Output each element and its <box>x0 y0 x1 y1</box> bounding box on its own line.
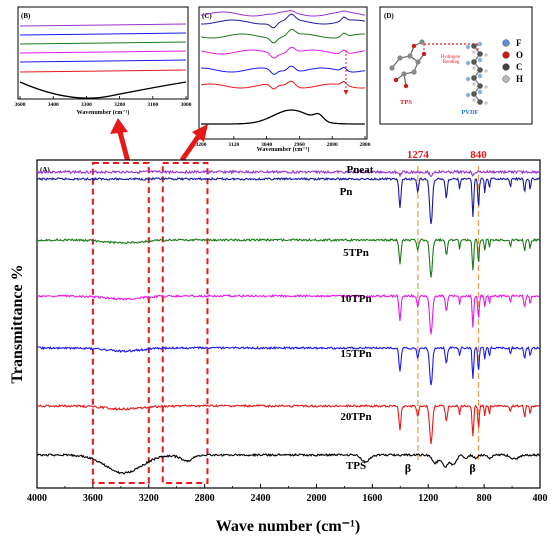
panel-b-series-line <box>19 59 187 63</box>
panel-d-letter: (D) <box>384 12 394 20</box>
legend-atom-label: C <box>516 62 523 72</box>
y-axis-label: Transmittance % <box>9 264 26 383</box>
tps-label: TPS <box>400 99 412 106</box>
highlight-region <box>91 162 150 484</box>
panel-c-xlabel: Wavenumber (cm⁻¹) <box>257 146 310 153</box>
panel-c-series-line <box>201 10 365 17</box>
series-line-TPS <box>36 452 541 475</box>
x-axis-label: Wave number (cm⁻¹) <box>216 518 360 535</box>
panel-c-series-line <box>201 28 365 44</box>
panel-b-series-line <box>19 50 187 54</box>
panel-b-tick-label: 3300 <box>81 102 92 108</box>
panel-b-series-line <box>19 41 187 45</box>
x-tick-label: 800 <box>477 493 492 504</box>
panel-c-tps-line <box>201 109 365 125</box>
series-line-5TPn <box>36 237 541 278</box>
panel-b-series-line <box>19 69 187 73</box>
panel-b-letter: (B) <box>21 12 31 20</box>
panel-d-molecular-diagram: (D) Hydrogen Bonding <box>379 6 533 125</box>
series-line-15TPn <box>37 345 541 386</box>
series-label: 5TPn <box>343 247 369 259</box>
legend-atom-label: F <box>516 38 522 48</box>
series-label: Pn <box>340 186 353 198</box>
panel-c-tick-label: 3120 <box>228 142 239 148</box>
panel-c-tick-label: 3200 <box>196 142 207 148</box>
panel-b-xlabel: Wavenumber (cm⁻¹) <box>77 109 130 116</box>
panel-c-series-line <box>201 80 365 90</box>
beta-phase-label: β <box>405 461 411 475</box>
panel-a-main-spectrum: (A) Pneat Pn 5TPn 10TPn 15TPn 20TPn TPS 4000 36… <box>27 149 548 504</box>
series-label: Pneat <box>347 164 374 176</box>
panel-c-series-line <box>201 13 365 29</box>
panel-b-tick-label: 3600 <box>15 102 26 108</box>
panel-c-tick-label: 2880 <box>327 142 338 148</box>
series-line-Pn <box>36 176 541 225</box>
panel-b-tps-line <box>19 81 187 99</box>
panel-b-inset: (B) 3600 3400 3300 3200 3100 3000 Wavenumber … <box>15 6 192 116</box>
x-tick-label: 2400 <box>251 493 271 504</box>
legend-atom-f-icon <box>502 39 510 47</box>
panel-c-tick-label: 2960 <box>294 142 305 148</box>
panel-b-series-line <box>19 23 187 27</box>
beta-phase-label: β <box>469 461 475 475</box>
x-tick-label: 1600 <box>362 493 382 504</box>
legend-atom-c-icon <box>502 63 510 71</box>
panel-a-letter: (A) <box>40 166 50 174</box>
panel-c-tick-label: 2800 <box>360 142 371 148</box>
series-label: TPS <box>346 460 366 472</box>
series-label: 10TPn <box>340 293 371 305</box>
hydrogen-bond-label: Hydrogen Bonding <box>441 55 461 65</box>
x-tick-label: 3200 <box>139 493 159 504</box>
x-tick-label: 1200 <box>418 493 438 504</box>
series-line-20TPn <box>36 403 541 445</box>
panel-b-tick-label: 3000 <box>181 102 192 108</box>
highlight-region <box>161 162 209 484</box>
legend-atom-label: H <box>516 74 523 84</box>
series-line-10TPn <box>36 293 541 335</box>
x-tick-label: 3600 <box>83 493 103 504</box>
peak-label: 1274 <box>407 149 430 161</box>
peak-label: 840 <box>470 149 487 161</box>
panel-c-tick-label: 3040 <box>261 142 272 148</box>
callout-arrows <box>110 118 208 163</box>
panel-b-tick-label: 3200 <box>114 102 125 108</box>
x-tick-label: 400 <box>533 493 548 504</box>
series-label: 20TPn <box>340 411 371 423</box>
legend-atom-h-icon <box>502 75 510 83</box>
panel-b-series-line <box>19 32 187 36</box>
panel-c-inset: (C) 3200 3120 3040 2960 2880 2800 Wavenumber … <box>196 6 371 153</box>
series-line-Pneat <box>36 169 541 178</box>
legend-atom-label: O <box>516 50 523 60</box>
series-label: 15TPn <box>340 348 371 360</box>
panel-b-tick-label: 3100 <box>147 102 158 108</box>
pvdf-atoms <box>465 41 488 105</box>
x-tick-label: 2000 <box>306 493 326 504</box>
x-tick-label: 4000 <box>27 493 47 504</box>
panel-c-letter: (C) <box>202 12 212 20</box>
tps-atoms <box>389 39 427 89</box>
x-tick-label: 2800 <box>195 493 215 504</box>
panel-c-series-line <box>201 65 365 75</box>
panel-b-tick-label: 3400 <box>48 102 59 108</box>
pvdf-label: PVDF <box>461 109 478 116</box>
legend-atom-o-icon <box>502 51 510 59</box>
panel-c-series-line <box>201 46 365 59</box>
